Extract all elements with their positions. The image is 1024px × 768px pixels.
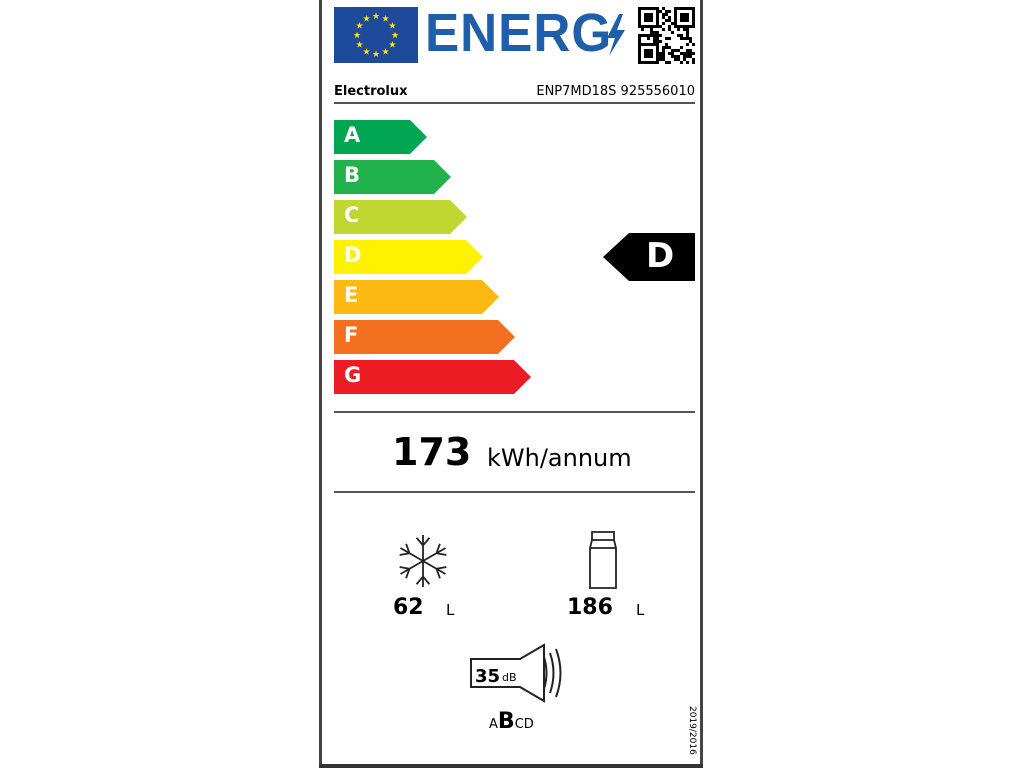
star-icon: ★	[381, 15, 389, 25]
energy-class-b: B	[334, 160, 451, 194]
class-letter: E	[344, 283, 359, 307]
energy-title: ENERG	[425, 3, 613, 63]
noise-class: C	[514, 717, 524, 732]
class-arrow	[334, 120, 427, 154]
class-letter: C	[344, 203, 360, 227]
freezer-volume: 62	[393, 595, 424, 620]
noise-class-scale: ABCD	[489, 709, 534, 734]
regulation-number: 2019/2016	[687, 706, 697, 755]
label-right-border	[700, 0, 703, 768]
star-icon: ★	[372, 12, 380, 22]
class-letter: B	[344, 163, 361, 187]
eu-flag-icon: ★ ★★★★★★★★★★★	[334, 7, 418, 63]
class-letter: D	[344, 243, 362, 267]
energy-consumption-value: 173	[392, 430, 472, 474]
class-arrow	[334, 320, 515, 354]
star-icon: ★	[388, 22, 396, 32]
bottle-icon	[589, 531, 617, 589]
divider	[334, 491, 695, 493]
snowflake-icon	[399, 535, 447, 587]
energy-class-f: F	[334, 320, 515, 354]
energy-class-d: D	[334, 240, 483, 274]
star-icon: ★	[356, 41, 364, 51]
star-icon: ★	[362, 47, 370, 57]
noise-class: A	[489, 717, 498, 732]
star-icon: ★	[391, 31, 399, 41]
star-icon: ★	[362, 15, 370, 25]
class-letter: A	[344, 123, 361, 147]
energy-class-a: A	[334, 120, 427, 154]
noise-class-selected: B	[497, 709, 515, 734]
energy-consumption-unit: kWh/annum	[487, 444, 632, 472]
label-bottom-border	[319, 764, 703, 768]
fridge-volume: 186	[567, 595, 613, 620]
divider	[334, 102, 695, 104]
energy-class-c: C	[334, 200, 467, 234]
qr-code-icon[interactable]	[638, 7, 695, 64]
class-arrow	[334, 240, 483, 274]
model-number: ENP7MD18S 925556010	[536, 84, 695, 99]
freezer-unit: L	[446, 601, 455, 619]
class-letter: G	[344, 363, 362, 387]
star-icon: ★	[388, 41, 396, 51]
speaker-icon	[470, 643, 562, 703]
class-arrow	[334, 360, 531, 394]
label-left-border	[319, 0, 322, 768]
noise-class: D	[523, 717, 534, 732]
rating-letter: D	[646, 236, 675, 276]
class-arrow	[334, 280, 499, 314]
class-arrow	[334, 200, 467, 234]
star-icon: ★	[356, 22, 364, 32]
star-icon: ★	[353, 31, 361, 41]
star-icon: ★	[381, 47, 389, 57]
noise-value: 35	[475, 666, 501, 687]
energy-class-g: G	[334, 360, 531, 394]
divider	[334, 411, 695, 413]
brand-name: Electrolux	[334, 84, 408, 99]
class-arrow	[334, 160, 451, 194]
rating-arrow	[603, 233, 695, 281]
fridge-unit: L	[636, 601, 645, 619]
energy-class-e: E	[334, 280, 499, 314]
star-icon: ★	[372, 50, 380, 60]
class-letter: F	[344, 323, 359, 347]
noise-unit: dB	[502, 671, 517, 684]
lightning-icon	[607, 14, 625, 56]
